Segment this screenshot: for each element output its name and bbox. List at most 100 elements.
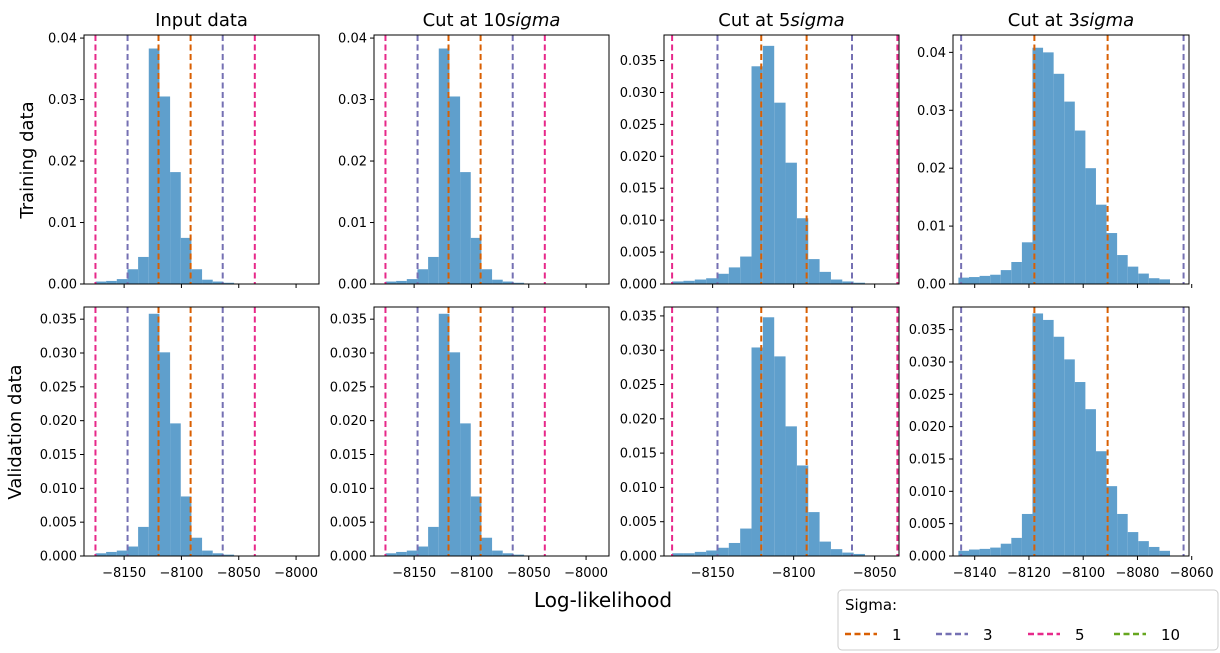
row-label-training: Training data bbox=[17, 101, 38, 219]
histogram-bar bbox=[694, 551, 707, 556]
histogram-bar bbox=[774, 102, 786, 284]
histogram-bar bbox=[1117, 255, 1128, 284]
histogram-bar bbox=[1021, 242, 1033, 284]
histogram-bar bbox=[990, 547, 1001, 556]
histogram-bar bbox=[990, 274, 1001, 284]
histogram-bar bbox=[95, 281, 107, 284]
histogram-bar bbox=[138, 256, 149, 284]
histogram-bar bbox=[460, 172, 471, 284]
panel-0-0: 0.00 0.01 0.02 0.03 0.04 Input data bbox=[48, 10, 320, 293]
y-tick-label: 0.04 bbox=[48, 32, 77, 47]
histogram-bar bbox=[717, 273, 729, 284]
histogram-bar bbox=[1053, 73, 1065, 285]
y-tick-label: 0.005 bbox=[909, 517, 946, 532]
y-tick-label: 0.035 bbox=[330, 313, 367, 328]
histogram-bar bbox=[694, 279, 707, 284]
histogram-bar bbox=[706, 278, 718, 284]
y-tick-label: 0.005 bbox=[330, 516, 367, 531]
y-tick-label: 0.030 bbox=[330, 347, 367, 362]
title-math: sigma bbox=[790, 10, 844, 31]
y-tick-label: 0.015 bbox=[620, 182, 657, 197]
histogram-bar bbox=[116, 550, 128, 556]
panel-1-2: 0.000 0.005 0.010 0.015 0.020 0.025 0.030 0.035… bbox=[620, 306, 900, 581]
histogram-bar bbox=[740, 256, 752, 284]
histogram-bar bbox=[683, 280, 695, 284]
histogram-bar bbox=[728, 267, 741, 284]
histogram-bar bbox=[796, 465, 809, 556]
x-tick-label: −8100 bbox=[449, 566, 493, 581]
histogram-bar bbox=[138, 526, 149, 556]
y-tick-label: 0.000 bbox=[330, 550, 367, 565]
panel-1-3: 0.000 0.005 0.010 0.015 0.020 0.025 0.030 0.035… bbox=[909, 306, 1214, 581]
y-tick-label: 0.03 bbox=[48, 93, 77, 108]
histogram-bar bbox=[1032, 47, 1044, 285]
histogram-bar bbox=[672, 553, 684, 556]
legend-label-sigma-3: 3 bbox=[983, 626, 993, 644]
legend-frame bbox=[837, 589, 1219, 651]
histogram-bar bbox=[1106, 486, 1118, 556]
y-tick-label: 0.030 bbox=[620, 344, 657, 359]
histogram-bar bbox=[1074, 130, 1086, 284]
legend-label-sigma-5: 5 bbox=[1075, 626, 1085, 644]
x-tick-label: −8050 bbox=[853, 566, 897, 581]
histogram-bar bbox=[202, 279, 213, 284]
y-tick-label: 0.025 bbox=[330, 380, 367, 395]
y-tick-label: 0.000 bbox=[40, 550, 77, 565]
y-tick-label: 0.015 bbox=[620, 447, 657, 462]
histogram-bar bbox=[428, 256, 439, 284]
histogram-bar bbox=[106, 280, 117, 284]
panel-title: Cut at 5sigma bbox=[718, 10, 844, 31]
histogram-bar bbox=[191, 269, 203, 284]
legend: Sigma: 1 3 5 10 bbox=[837, 589, 1219, 651]
panel-0-1: 0.00 0.01 0.02 0.03 0.04 Cut at 10sigma bbox=[338, 10, 610, 293]
title-math: sigma bbox=[1080, 10, 1134, 31]
y-tick-label: 0.025 bbox=[909, 388, 946, 403]
y-tick-label: 0.030 bbox=[620, 86, 657, 101]
histogram-bar bbox=[672, 281, 684, 284]
histogram-bar bbox=[148, 313, 160, 556]
y-tick-label: 0.035 bbox=[620, 54, 657, 69]
histogram-bar bbox=[979, 548, 991, 556]
histogram-bar bbox=[1021, 513, 1033, 556]
legend-label-sigma-10: 10 bbox=[1161, 626, 1180, 644]
y-tick-label: 0.025 bbox=[620, 118, 657, 133]
histogram-bar bbox=[830, 549, 843, 556]
histogram-bar bbox=[819, 541, 831, 556]
y-tick-label: 0.01 bbox=[338, 216, 367, 231]
histogram-bar bbox=[1043, 319, 1054, 556]
y-tick-label: 0.015 bbox=[40, 448, 77, 463]
histogram-bar bbox=[1106, 233, 1118, 284]
y-tick-label: 0.00 bbox=[338, 278, 367, 293]
y-tick-label: 0.010 bbox=[620, 481, 657, 496]
histogram-bar bbox=[958, 277, 970, 284]
y-tick-label: 0.035 bbox=[620, 309, 657, 324]
histogram-bar bbox=[683, 553, 695, 556]
histogram-bar bbox=[417, 546, 429, 556]
y-tick-label: 0.025 bbox=[40, 380, 77, 395]
y-tick-label: 0.000 bbox=[909, 550, 946, 565]
histogram-bar bbox=[785, 162, 797, 284]
histogram-bar bbox=[159, 352, 171, 556]
x-tick-label: −8050 bbox=[507, 566, 551, 581]
y-tick-label: 0.010 bbox=[620, 214, 657, 229]
histogram-bar bbox=[728, 542, 741, 556]
histogram-bar bbox=[170, 172, 181, 284]
histogram-bar bbox=[762, 45, 775, 284]
axes-frame bbox=[373, 306, 610, 557]
histogram-bar bbox=[958, 550, 970, 556]
x-axis-label: Log-likelihood bbox=[534, 588, 672, 612]
histogram-bar bbox=[1159, 550, 1171, 556]
histogram-bar bbox=[481, 269, 493, 284]
x-tick-label: −8150 bbox=[102, 566, 146, 581]
panel-0-3: 0.00 0.01 0.02 0.03 0.04 Cut at 3sigma bbox=[917, 10, 1193, 293]
histogram-bar bbox=[106, 551, 117, 556]
histogram-bar bbox=[1138, 273, 1149, 284]
x-tick-label: −8150 bbox=[392, 566, 436, 581]
axes-frame bbox=[663, 306, 900, 557]
y-tick-label: 0.04 bbox=[917, 46, 946, 61]
histogram-bar bbox=[470, 496, 482, 556]
histogram-bar bbox=[808, 259, 820, 284]
histogram-bar bbox=[95, 553, 107, 556]
histogram-bar bbox=[1148, 278, 1160, 284]
legend-title: Sigma: bbox=[845, 596, 897, 614]
